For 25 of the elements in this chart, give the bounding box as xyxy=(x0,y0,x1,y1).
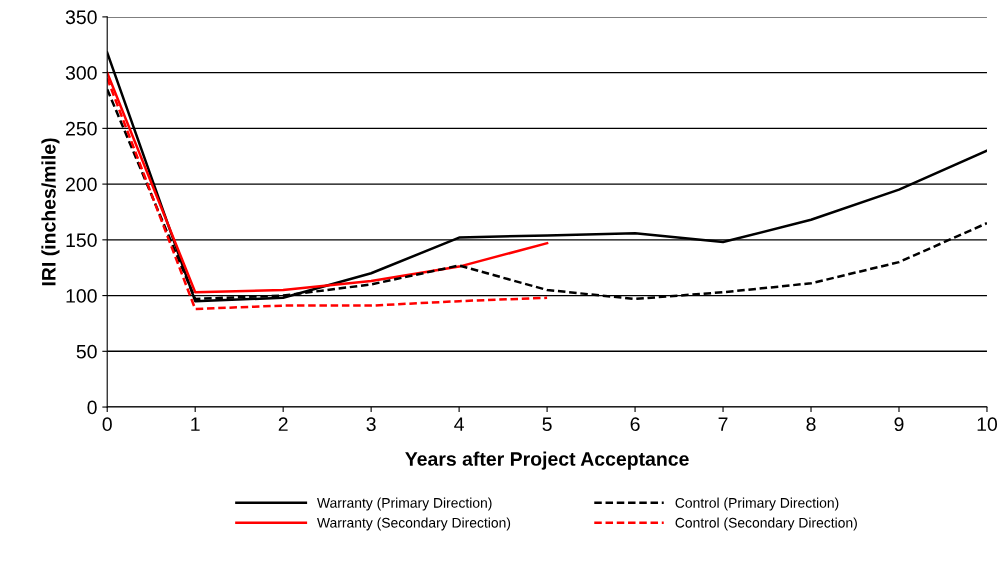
y-axis-title: IRI (inches/mile) xyxy=(41,138,60,286)
y-tick-label: 350 xyxy=(65,10,97,25)
x-tick-label: 1 xyxy=(191,417,200,431)
x-tick-label: 7 xyxy=(718,417,728,431)
y-tick-label: 150 xyxy=(66,233,97,248)
x-tick-label: 9 xyxy=(894,417,904,432)
x-tick-label: 2 xyxy=(278,417,288,431)
legend-label: Control (Secondary Direction) xyxy=(675,517,857,531)
y-tick-label: 50 xyxy=(76,344,97,359)
x-tick-label: 6 xyxy=(630,417,640,432)
x-tick-label: 0 xyxy=(102,417,112,432)
x-tick-label: 8 xyxy=(806,417,816,432)
legend-label: Warranty (Secondary Direction) xyxy=(317,517,511,531)
y-tick-label: 200 xyxy=(66,177,97,192)
legend-label: Warranty (Primary Direction) xyxy=(317,497,492,511)
y-tick-label: 250 xyxy=(66,121,97,136)
x-tick-label: 10 xyxy=(977,417,998,432)
x-tick-label: 3 xyxy=(366,417,376,432)
x-tick-label: 4 xyxy=(454,417,464,431)
y-tick-label: 100 xyxy=(66,289,97,303)
x-tick-label: 5 xyxy=(542,417,552,432)
y-tick-label: 0 xyxy=(87,400,97,415)
y-tick-label: 300 xyxy=(65,66,97,80)
legend-label: Control (Primary Direction) xyxy=(675,497,839,511)
x-axis-title: Years after Project Acceptance xyxy=(405,451,689,470)
